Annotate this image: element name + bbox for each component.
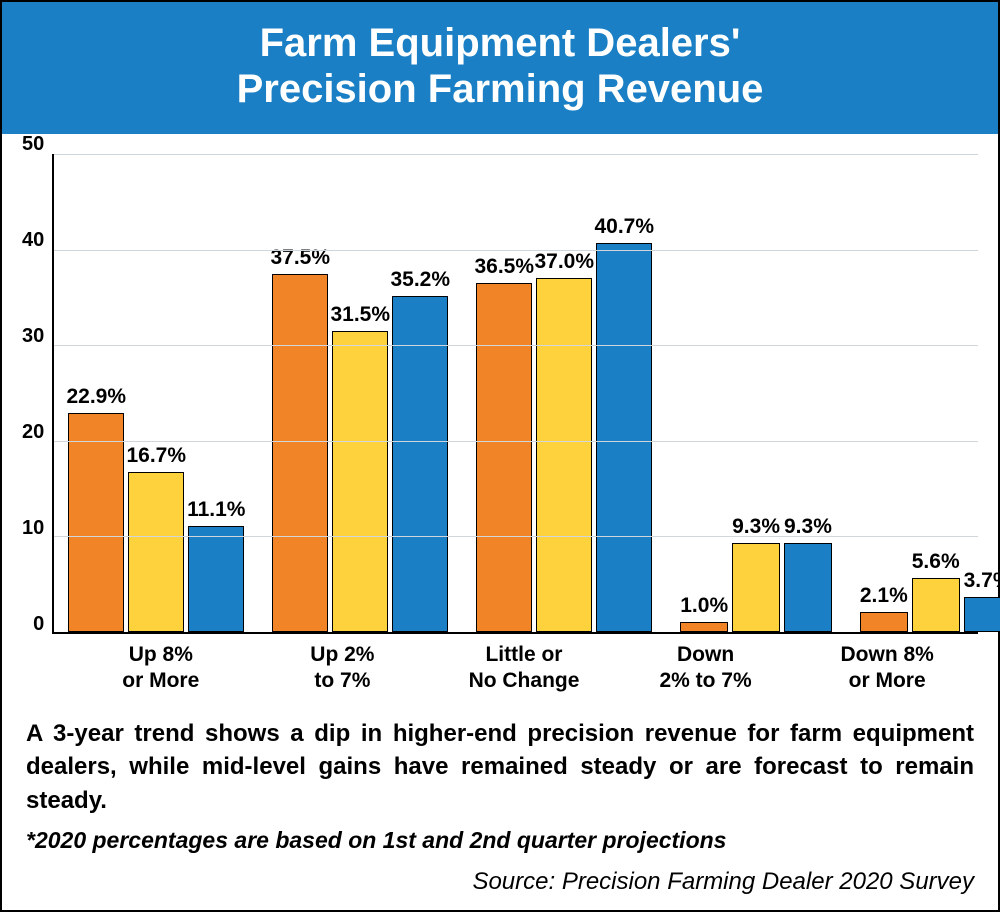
bar-value-label: 3.7% [964, 569, 1000, 593]
bar-rect [332, 331, 388, 632]
bar-rect [536, 278, 592, 632]
bar-value-label: 22.9% [66, 385, 126, 409]
chart-card: Farm Equipment Dealers' Precision Farmin… [0, 0, 1000, 912]
bar: 35.2% [392, 154, 448, 632]
bar-rect [680, 622, 728, 632]
gridline [54, 345, 978, 346]
bar-rect [68, 413, 124, 632]
bar-group: 1.0%9.3%9.3% [666, 154, 846, 632]
bar: 9.3% [784, 154, 832, 632]
caption-text: A 3-year trend shows a dip in higher-end… [2, 695, 998, 822]
bar-rect [912, 578, 960, 632]
bar: 9.3% [732, 154, 780, 632]
bar-rect [476, 283, 532, 632]
footnote-text: *2020 percentages are based on 1st and 2… [2, 821, 998, 854]
x-axis-label: Down 8%or More [796, 642, 978, 695]
bar: 22.9% [68, 154, 124, 632]
x-axis-label: Down2% to 7% [615, 642, 797, 695]
bar-value-label: 2.1% [860, 584, 908, 608]
bar-group: 2.1%5.6%3.7% [846, 154, 1000, 632]
bar-rect [732, 543, 780, 632]
bar: 31.5% [332, 154, 388, 632]
x-axis-label: Up 2%to 7% [252, 642, 434, 695]
bar-group: 36.5%37.0%40.7% [462, 154, 666, 632]
y-axis: 50403020100 [22, 154, 52, 634]
bar: 3.7% [964, 154, 1000, 632]
bar-rect [128, 472, 184, 632]
bar-rect [272, 274, 328, 633]
source-text: Source: Precision Farming Dealer 2020 Su… [2, 854, 998, 910]
bar-rect [964, 597, 1000, 632]
bar: 11.1% [188, 154, 244, 632]
bar: 1.0% [680, 154, 728, 632]
bar-value-label: 16.7% [126, 444, 186, 468]
bar: 40.7% [596, 154, 652, 632]
bar: 2.1% [860, 154, 908, 632]
chart-area: 201820192020* 50403020100 22.9%16.7%11.1… [2, 134, 998, 695]
bar: 37.5% [272, 154, 328, 632]
gridline [54, 154, 978, 155]
bar-value-label: 5.6% [912, 550, 960, 574]
bar-value-label: 40.7% [594, 215, 654, 239]
bar-rect [188, 526, 244, 632]
bar: 5.6% [912, 154, 960, 632]
bar: 37.0% [536, 154, 592, 632]
x-axis-labels: Up 8%or MoreUp 2%to 7%Little orNo Change… [70, 642, 978, 695]
bar-value-label: 1.0% [680, 594, 728, 618]
bar-group: 37.5%31.5%35.2% [258, 154, 462, 632]
plot-wrap: 50403020100 22.9% 16.7% 11.1% 37.5%31.5%35.… [22, 154, 978, 634]
bar-rect [860, 612, 908, 632]
bar: 36.5% [476, 154, 532, 632]
x-axis-label: Little orNo Change [433, 642, 615, 695]
title-line-2: Precision Farming Revenue [12, 66, 988, 112]
gridline [54, 536, 978, 537]
bar: 16.7% [128, 154, 184, 632]
title-line-1: Farm Equipment Dealers' [12, 20, 988, 66]
bar-group: 22.9% 16.7% 11.1% [54, 154, 258, 632]
bar-rect [596, 243, 652, 632]
bar-groups: 22.9%16.7%11.1%37.5%31.5%35.2%36.5%37.0%… [54, 154, 978, 632]
bar-value-label: 35.2% [390, 268, 450, 292]
gridline [54, 250, 978, 251]
bar-value-label: 37.0% [534, 250, 594, 274]
gridline [54, 441, 978, 442]
bar-rect [784, 543, 832, 632]
bar-value-label: 36.5% [474, 255, 534, 279]
bar-value-label: 11.1% [187, 498, 245, 522]
chart-title: Farm Equipment Dealers' Precision Farmin… [2, 2, 998, 134]
x-axis-label: Up 8%or More [70, 642, 252, 695]
plot-region: 22.9%16.7%11.1%37.5%31.5%35.2%36.5%37.0%… [52, 154, 978, 634]
bar-value-label: 31.5% [330, 303, 390, 327]
